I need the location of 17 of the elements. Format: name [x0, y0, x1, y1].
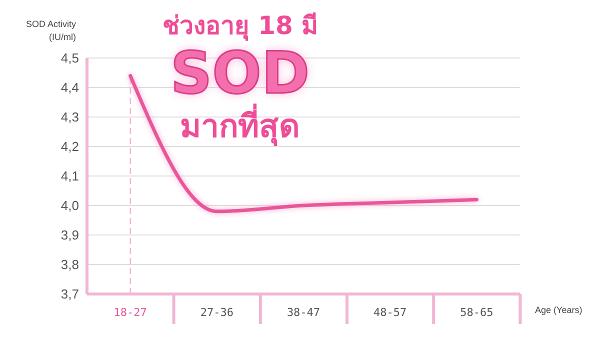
x-tick-label: 38-47: [286, 306, 320, 319]
y-tick-label: 4,2: [60, 139, 79, 154]
y-tick-label: 4,3: [60, 110, 79, 125]
y-tick-label: 3,7: [60, 286, 79, 302]
x-tick-label: 27-36: [200, 306, 234, 319]
x-axis-title: Age (Years): [535, 305, 582, 315]
x-tick-label: 48-57: [374, 306, 407, 319]
y-tick-label: 4,0: [60, 198, 79, 214]
y-tick-label: 4,4: [60, 80, 79, 96]
y-tick-label: 4,5: [60, 50, 79, 66]
y-tick-label: 3,8: [60, 257, 79, 272]
y-axis-title: SOD Activity (IU/ml): [24, 18, 76, 44]
x-tick-label: 18-27: [114, 306, 147, 319]
text: ช่วงอายุ 18 มี: [161, 11, 319, 41]
y-tick-label: 4,1: [60, 168, 79, 184]
x-tick-label: 58-65: [460, 306, 494, 319]
y-tick-label: 3,9: [60, 228, 79, 243]
